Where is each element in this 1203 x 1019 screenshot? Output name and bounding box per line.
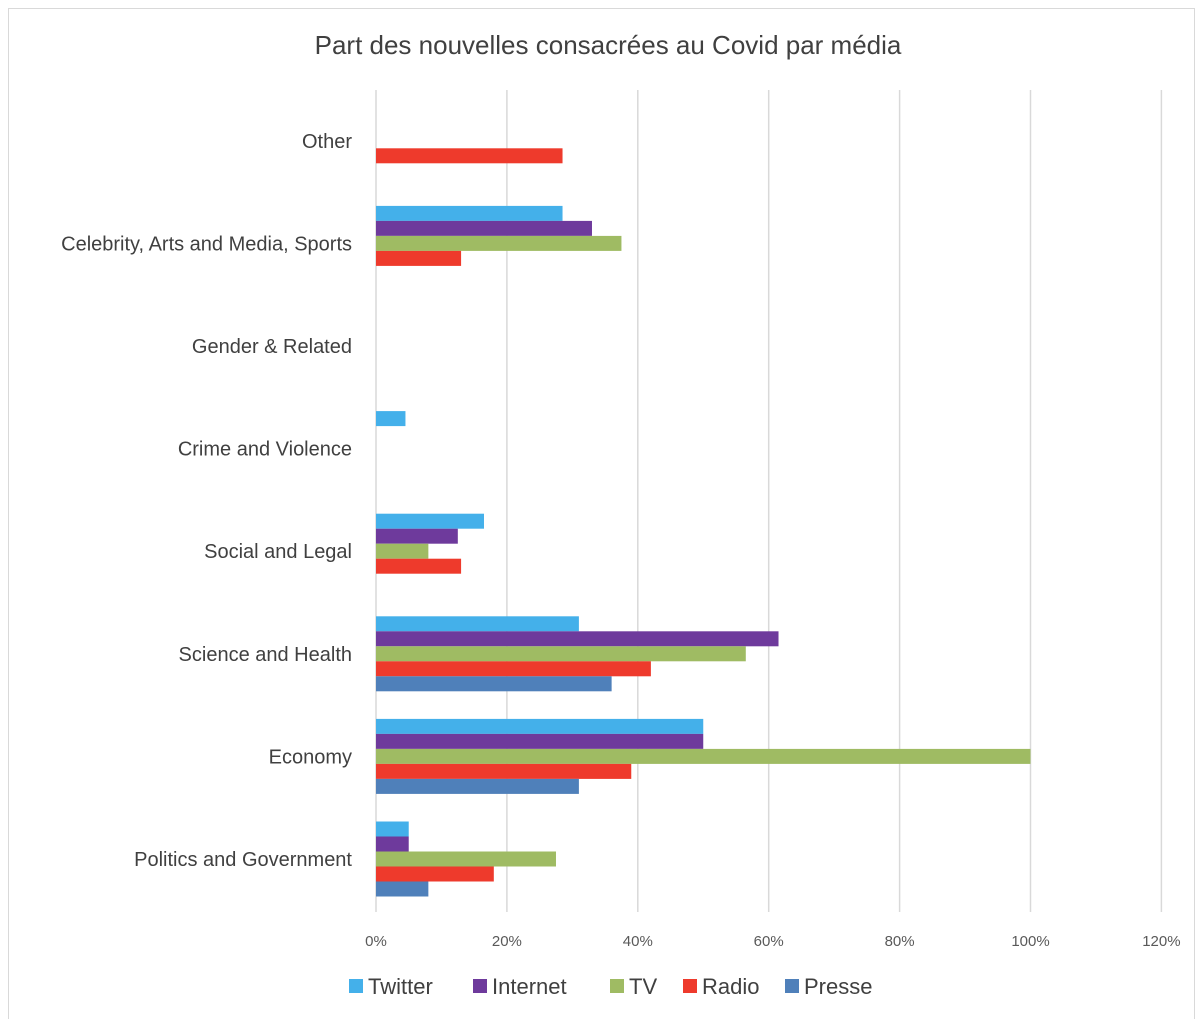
- bar-internet-celebrity-arts-and-media-sports: [376, 221, 592, 236]
- category-label-other: Other: [302, 131, 352, 153]
- category-label-celebrity-arts-and-media-sports: Celebrity, Arts and Media, Sports: [61, 233, 352, 255]
- category-label-science-and-health: Science and Health: [179, 644, 352, 666]
- x-tick-labels: 0% 20% 40% 60% 80% 100% 120%: [365, 933, 1180, 950]
- legend-label-twitter: Twitter: [368, 974, 433, 999]
- legend-label-presse: Presse: [804, 974, 872, 999]
- bar-internet-social-and-legal: [376, 529, 458, 544]
- legend-swatch-tv: [610, 979, 624, 993]
- bar-radio-other: [376, 148, 563, 163]
- bar-presse-politics-and-government: [376, 882, 428, 897]
- bar-tv-economy: [376, 749, 1031, 764]
- x-tick-label: 40%: [623, 933, 653, 950]
- bar-twitter-crime-and-violence: [376, 411, 405, 426]
- bar-twitter-science-and-health: [376, 616, 579, 631]
- bar-radio-social-and-legal: [376, 559, 461, 574]
- bar-presse-economy: [376, 779, 579, 794]
- bar-tv-science-and-health: [376, 646, 746, 661]
- legend-swatch-internet: [473, 979, 487, 993]
- bar-twitter-celebrity-arts-and-media-sports: [376, 206, 563, 221]
- x-tick-label: 0%: [365, 933, 387, 950]
- category-label-social-and-legal: Social and Legal: [204, 541, 352, 563]
- x-tick-label: 100%: [1011, 933, 1049, 950]
- category-label-crime-and-violence: Crime and Violence: [178, 439, 352, 461]
- category-label-gender-related: Gender & Related: [192, 336, 352, 358]
- bar-radio-science-and-health: [376, 661, 651, 676]
- x-tick-label: 80%: [885, 933, 915, 950]
- legend-label-internet: Internet: [492, 974, 567, 999]
- chart-title: Part des nouvelles consacrées au Covid p…: [315, 30, 902, 60]
- bar-internet-economy: [376, 734, 703, 749]
- category-label-economy: Economy: [269, 746, 352, 768]
- bar-radio-politics-and-government: [376, 867, 494, 882]
- legend-swatch-radio: [683, 979, 697, 993]
- x-tick-label: 60%: [754, 933, 784, 950]
- legend-swatch-presse: [785, 979, 799, 993]
- bar-twitter-economy: [376, 719, 703, 734]
- bar-radio-celebrity-arts-and-media-sports: [376, 251, 461, 266]
- bar-presse-science-and-health: [376, 676, 612, 691]
- bar-internet-politics-and-government: [376, 837, 409, 852]
- x-tick-label: 120%: [1142, 933, 1180, 950]
- x-tick-label: 20%: [492, 933, 522, 950]
- bar-internet-science-and-health: [376, 631, 779, 646]
- legend-label-tv: TV: [629, 974, 657, 999]
- legend: Twitter Internet TV Radio Presse: [349, 974, 872, 999]
- legend-label-radio: Radio: [702, 974, 759, 999]
- legend-swatch-twitter: [349, 979, 363, 993]
- bars: [376, 148, 1031, 896]
- category-label-politics-and-government: Politics and Government: [134, 849, 352, 871]
- bar-twitter-social-and-legal: [376, 514, 484, 529]
- bar-tv-social-and-legal: [376, 544, 428, 559]
- bar-twitter-politics-and-government: [376, 822, 409, 837]
- bar-radio-economy: [376, 764, 631, 779]
- bar-tv-politics-and-government: [376, 852, 556, 867]
- category-labels: Politics and Government Economy Science an…: [61, 131, 352, 871]
- bar-tv-celebrity-arts-and-media-sports: [376, 236, 621, 251]
